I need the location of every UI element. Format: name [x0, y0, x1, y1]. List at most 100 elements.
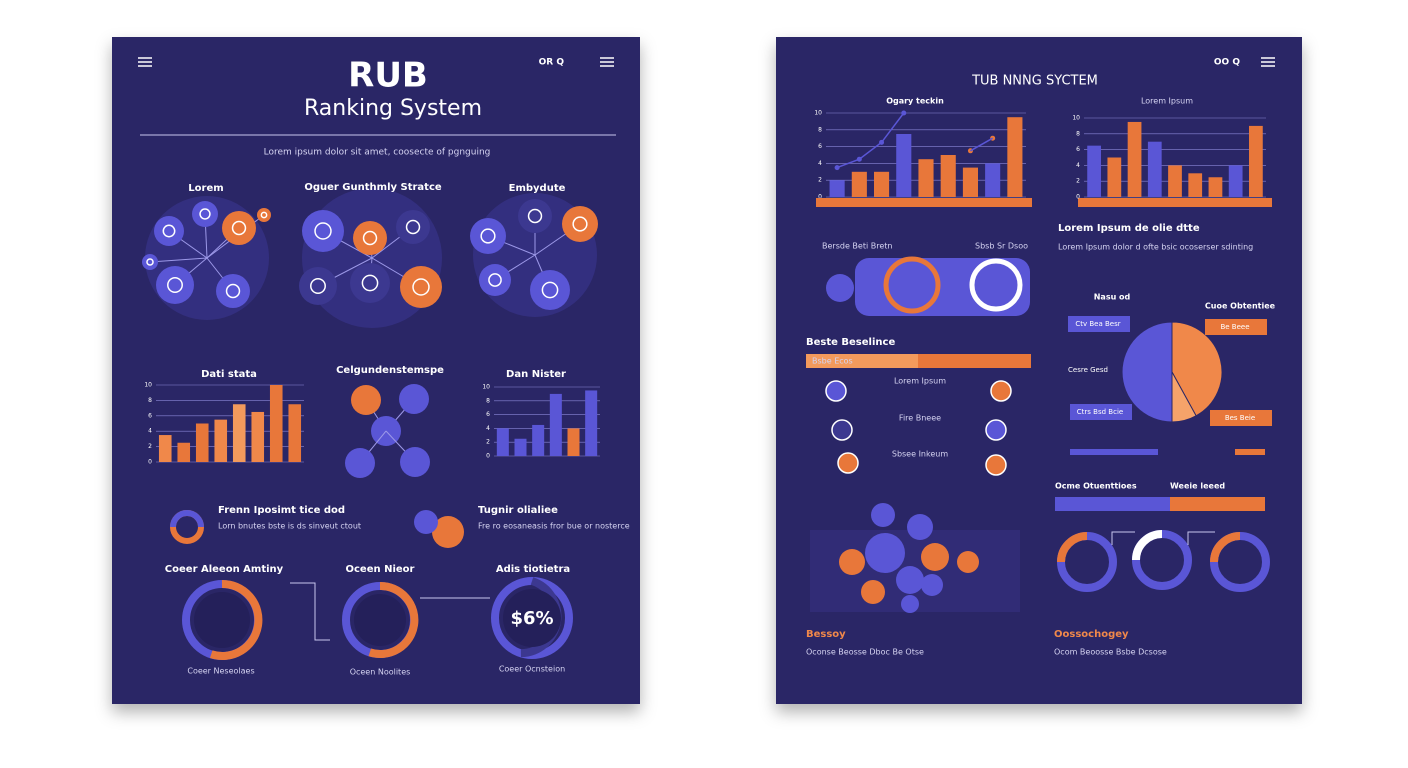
bar — [918, 159, 934, 197]
icon-node — [400, 266, 442, 308]
icon-glyph — [314, 222, 332, 240]
icon-node — [399, 384, 429, 414]
icon-glyph — [167, 277, 183, 293]
y-tick-label: 8 — [818, 126, 822, 133]
icon-node — [156, 266, 194, 304]
feature-icon — [990, 380, 1012, 402]
donut-icon-part — [170, 510, 204, 528]
bar — [874, 171, 890, 197]
cluster-title: Embydute — [509, 183, 566, 194]
footer-title: Oossochogey — [1054, 629, 1129, 640]
right-title: TUB NNNG SYCTEM — [971, 74, 1098, 89]
icon-glyph — [310, 278, 326, 294]
icon-node — [154, 216, 184, 246]
x-axis-band — [1078, 198, 1272, 207]
y-tick-label: 4 — [818, 160, 822, 167]
y-tick-label: 0 — [486, 453, 490, 460]
y-tick-label: 4 — [1076, 162, 1080, 169]
icon-node — [216, 274, 250, 308]
progress-label: Ocme Otuenttioes — [1055, 482, 1137, 491]
bubble — [957, 551, 979, 573]
feature: Fire Bneee — [899, 414, 941, 423]
y-tick-label: 8 — [486, 397, 490, 404]
chart-title: Ogary teckin — [886, 97, 944, 106]
bar — [940, 155, 956, 197]
media-ring — [969, 258, 1023, 312]
x-axis-band — [816, 198, 1032, 207]
icon-glyph — [480, 228, 496, 244]
chart-title: Lorem Ipsum — [1141, 97, 1193, 106]
section-text: Lorem Ipsum dolor d ofte bsic ocoserser … — [1058, 243, 1253, 252]
bar — [177, 442, 191, 462]
chart-title: Dati stata — [201, 369, 257, 380]
icon-node — [396, 210, 430, 244]
media-label: Sbsb Sr Dsoo — [975, 242, 1028, 251]
icon-node — [192, 201, 218, 227]
pie-label: Ctrs Bsd Bcie — [1077, 408, 1123, 416]
pie-label-box — [1210, 410, 1272, 426]
bar — [269, 385, 283, 462]
icon-glyph — [488, 273, 502, 287]
bar — [962, 167, 978, 197]
bar — [232, 404, 246, 462]
baseline-bar-label: Bsbe Ecos — [812, 357, 853, 366]
icon-node — [351, 385, 381, 415]
icon-glyph — [362, 230, 378, 246]
y-tick-label: 2 — [818, 177, 822, 184]
bubble — [921, 574, 943, 596]
icon-node — [302, 210, 344, 252]
note-title: Frenn Iposimt tice dod — [218, 505, 345, 516]
y-tick-label: 4 — [148, 428, 152, 435]
y-tick-label: 6 — [1076, 146, 1080, 153]
bar — [1007, 117, 1023, 197]
icon-node — [299, 267, 337, 305]
section-title: Lorem Ipsum de olie dtte — [1058, 223, 1200, 234]
icon-node — [222, 211, 256, 245]
y-tick-label: 0 — [1076, 194, 1080, 201]
bar — [585, 390, 598, 456]
bubble — [839, 549, 865, 575]
ring-title: Adis tiotietra — [496, 564, 570, 575]
pie-label-box — [1068, 316, 1130, 332]
icon-glyph — [231, 220, 247, 236]
left-header: OR Q — [539, 58, 565, 68]
bar — [1249, 125, 1263, 197]
icon-node — [400, 447, 430, 477]
icon-glyph — [527, 208, 543, 224]
y-tick-label: 2 — [148, 443, 152, 450]
y-tick-label: 6 — [818, 143, 822, 150]
ring-arc — [1132, 530, 1163, 561]
y-tick-label: 0 — [818, 194, 822, 201]
baseline-title: Beste Beselince — [806, 337, 895, 348]
pie-title: Nasu od — [1094, 293, 1131, 302]
bar — [1127, 121, 1142, 197]
ring-title: Coeer Aleeon Amtiny — [165, 564, 284, 575]
progress-bar — [1055, 497, 1170, 511]
bubble — [921, 543, 949, 571]
bar — [496, 428, 509, 456]
footer-text: Oconse Beosse Dboc Be Otse — [806, 648, 924, 657]
bar — [1188, 173, 1203, 197]
pie-label: Cesre Gesd — [1068, 366, 1108, 374]
icon-node — [353, 221, 387, 255]
icon-node — [142, 254, 158, 270]
bubble — [871, 503, 895, 527]
bar — [195, 423, 209, 462]
media-label: Bersde Beti Bretn — [822, 242, 892, 251]
icon-glyph — [405, 219, 421, 235]
icon-node — [562, 206, 598, 242]
ring-core — [503, 589, 561, 647]
bubble — [901, 595, 919, 613]
ring-center: $6% — [510, 608, 553, 629]
y-tick-label: 2 — [486, 439, 490, 446]
icon-glyph — [572, 216, 588, 232]
y-tick-label: 6 — [148, 412, 152, 419]
bar — [1107, 157, 1122, 197]
ring-caption: Oceen Noolites — [350, 668, 411, 677]
feature-icon — [831, 419, 853, 441]
bar — [829, 180, 845, 197]
progress-bar — [1070, 449, 1158, 455]
progress-label: Weeie leeed — [1170, 482, 1225, 491]
icon-glyph — [162, 224, 176, 238]
